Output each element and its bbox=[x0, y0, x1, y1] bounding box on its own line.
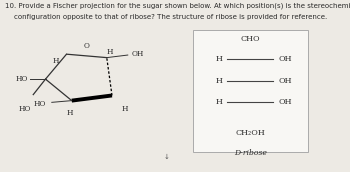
FancyBboxPatch shape bbox=[193, 30, 308, 152]
Text: H: H bbox=[122, 105, 128, 113]
Text: H: H bbox=[52, 57, 59, 65]
Text: CH₂OH: CH₂OH bbox=[235, 129, 265, 137]
Text: ↓: ↓ bbox=[163, 154, 169, 160]
Text: H: H bbox=[215, 77, 222, 85]
Text: OH: OH bbox=[278, 98, 292, 106]
Text: OH: OH bbox=[278, 55, 292, 63]
Text: O: O bbox=[84, 41, 90, 50]
Text: H: H bbox=[66, 109, 72, 117]
Text: CHO: CHO bbox=[240, 35, 260, 43]
Text: H: H bbox=[215, 98, 222, 106]
Text: D-ribose: D-ribose bbox=[234, 148, 267, 157]
Text: H: H bbox=[215, 55, 222, 63]
Text: 10. Provide a Fischer projection for the sugar shown below. At which position(s): 10. Provide a Fischer projection for the… bbox=[5, 3, 350, 9]
Text: OH: OH bbox=[131, 50, 144, 58]
Text: OH: OH bbox=[278, 77, 292, 85]
Text: HO: HO bbox=[16, 75, 28, 83]
Text: HO: HO bbox=[33, 100, 46, 108]
Text: configuration opposite to that of ribose? The structure of ribose is provided fo: configuration opposite to that of ribose… bbox=[5, 14, 328, 20]
Text: H: H bbox=[107, 48, 113, 56]
Text: HO: HO bbox=[18, 105, 31, 113]
